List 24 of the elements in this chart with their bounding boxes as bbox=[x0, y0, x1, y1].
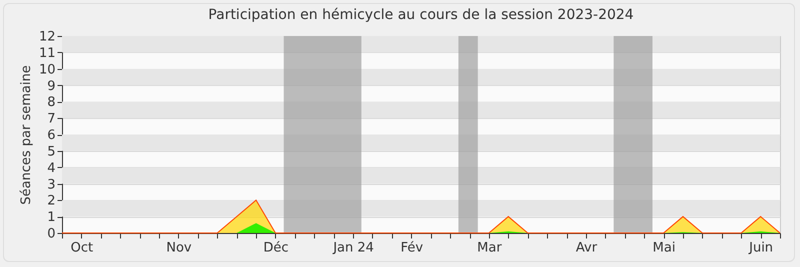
x-tick-label: Fév bbox=[400, 240, 424, 256]
x-tick-label: Juin bbox=[748, 240, 774, 256]
y-tick-label: 0 bbox=[47, 226, 56, 242]
x-tick-label: Oct bbox=[70, 240, 94, 256]
y-tick-label: 7 bbox=[47, 112, 56, 127]
y-tick-label: 11 bbox=[38, 46, 56, 61]
x-tick-label: Nov bbox=[166, 240, 192, 256]
y-tick-label: 8 bbox=[47, 95, 56, 110]
y-tick-label: 3 bbox=[47, 177, 56, 192]
x-tick-label: Avr bbox=[576, 240, 598, 256]
y-tick-label: 1 bbox=[47, 210, 56, 226]
y-tick-label: 4 bbox=[47, 160, 56, 176]
y-tick-label: 12 bbox=[38, 30, 56, 44]
y-tick-label: 9 bbox=[47, 78, 56, 94]
x-tick-label: Jan 24 bbox=[332, 240, 374, 256]
x-tick-label: Déc bbox=[263, 240, 289, 256]
chart-title: Participation en hémicycle au cours de la session 2023-2024 bbox=[208, 7, 634, 23]
x-tick-label: Mar bbox=[477, 240, 502, 256]
y-tick-label: 5 bbox=[47, 144, 56, 160]
y-tick-label: 2 bbox=[47, 194, 56, 209]
y-axis-title: Séances par semaine bbox=[18, 65, 34, 205]
y-tick-label: 10 bbox=[38, 62, 56, 78]
y-tick-label: 6 bbox=[47, 128, 56, 143]
x-tick-label: Mai bbox=[652, 240, 676, 256]
